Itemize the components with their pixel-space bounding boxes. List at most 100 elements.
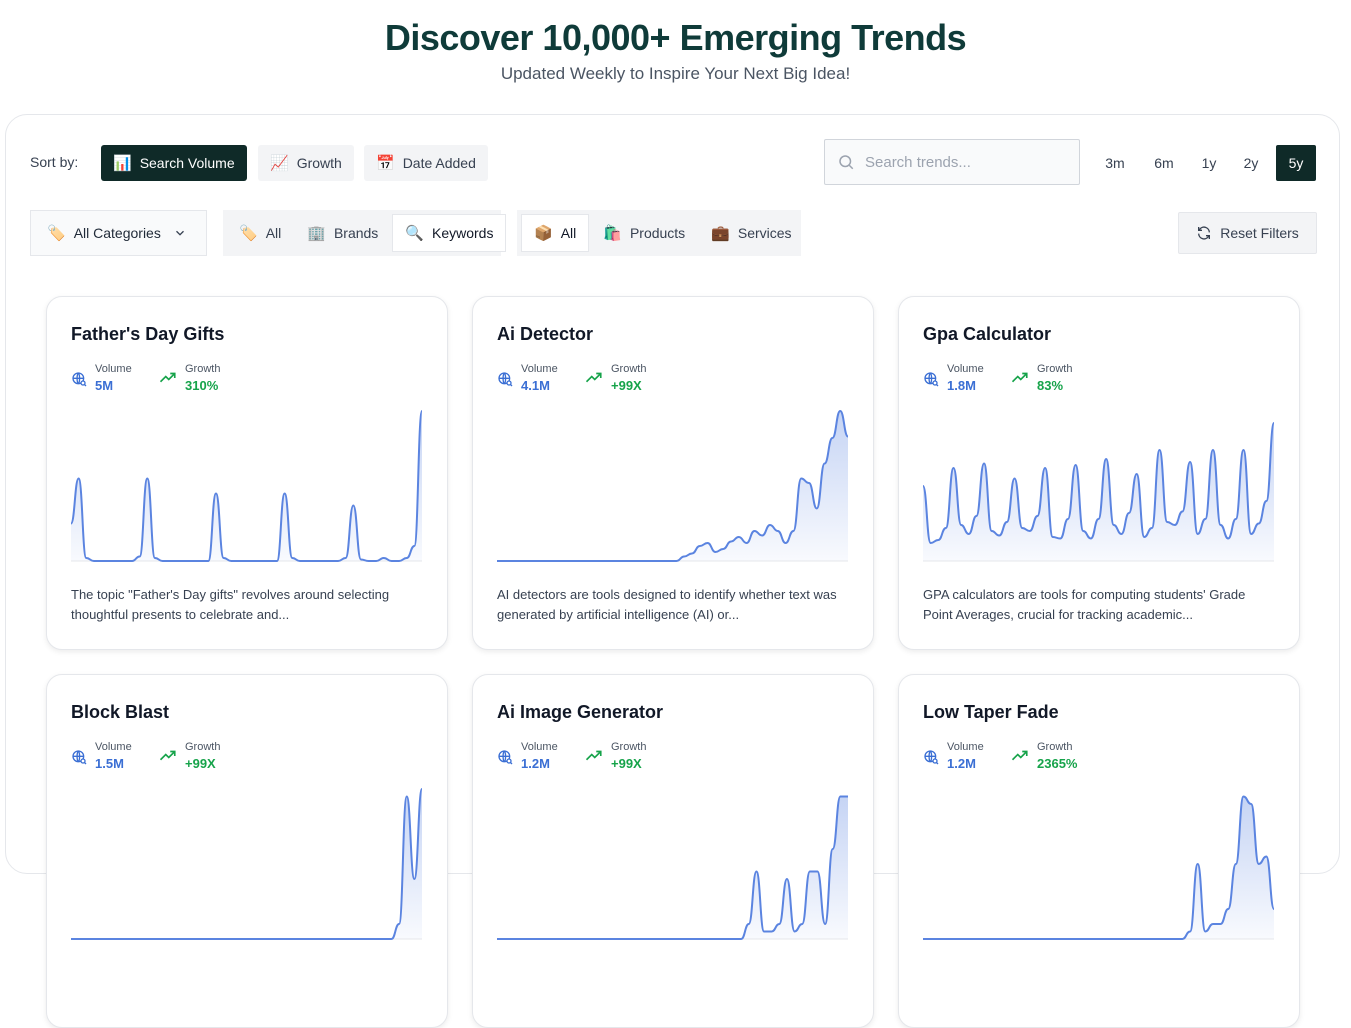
growth-label: Growth bbox=[1037, 741, 1073, 753]
search-input[interactable] bbox=[865, 153, 1065, 171]
range-3m-button[interactable]: 3m bbox=[1105, 155, 1125, 171]
sparkline-area bbox=[923, 423, 1274, 561]
trending-up-icon bbox=[159, 750, 176, 761]
sort-option-label: Growth bbox=[296, 155, 342, 171]
trend-card[interactable]: Father's Day Gifts Volume 5M Growth 310%… bbox=[46, 296, 448, 650]
range-1y-button[interactable]: 1y bbox=[1201, 155, 1217, 171]
volume-metric: Volume 1.2M bbox=[497, 741, 558, 771]
sparkline-line bbox=[923, 795, 1275, 940]
sort-search-volume-button[interactable]: 📊 Search Volume bbox=[101, 145, 247, 181]
card-title: Low Taper Fade bbox=[923, 702, 1059, 722]
sparkline-area bbox=[71, 411, 422, 561]
sort-date-added-button[interactable]: 📅 Date Added bbox=[364, 145, 488, 181]
trends-panel: Sort by: 📊 Search Volume 📈 Growth 📅 Date… bbox=[5, 114, 1340, 1028]
bar-chart-icon: 📊 bbox=[113, 155, 132, 172]
kind-products-option[interactable]: 🛍️ Products bbox=[591, 214, 697, 252]
trend-card[interactable]: Ai Detector Volume 4.1M Growth +99X AI d… bbox=[472, 296, 874, 650]
volume-metric: Volume 5M bbox=[71, 363, 132, 393]
range-5y-button[interactable]: 5y bbox=[1276, 145, 1316, 181]
volume-value: 1.2M bbox=[521, 756, 550, 771]
tag-icon: 🏷️ bbox=[239, 225, 258, 242]
volume-label: Volume bbox=[95, 363, 132, 375]
kind-all-option[interactable]: 📦 All bbox=[521, 214, 590, 252]
card-description: The topic "Father's Day gifts" revolves … bbox=[71, 587, 390, 622]
trend-card[interactable]: Gpa Calculator Volume 1.8M Growth 83% GP… bbox=[898, 296, 1300, 650]
hero: Discover 10,000+ Emerging Trends Updated… bbox=[0, 0, 1351, 114]
growth-label: Growth bbox=[611, 741, 647, 753]
growth-label: Growth bbox=[611, 363, 647, 375]
chevron-down-icon bbox=[175, 230, 184, 236]
reset-filters-button[interactable]: Reset Filters bbox=[1178, 212, 1317, 254]
volume-label: Volume bbox=[521, 363, 558, 375]
sort-option-label: Search Volume bbox=[139, 155, 235, 171]
card-description: GPA calculators are tools for computing … bbox=[923, 587, 1246, 622]
kind-option-label: Products bbox=[629, 225, 686, 241]
kind-services-option[interactable]: 💼 Services bbox=[699, 214, 803, 252]
range-2y-button[interactable]: 2y bbox=[1243, 155, 1259, 171]
volume-value: 1.2M bbox=[947, 756, 976, 771]
trending-up-icon bbox=[1011, 750, 1028, 761]
range-6m-button[interactable]: 6m bbox=[1154, 155, 1174, 171]
sparkline-area bbox=[497, 411, 848, 561]
trend-sparkline-chart bbox=[923, 422, 1275, 562]
volume-label: Volume bbox=[947, 741, 984, 753]
growth-value: +99X bbox=[611, 756, 642, 771]
filter-row: 🏷️ All Categories 🏷️ All 🏢 Brands 🔍 Keyw… bbox=[30, 210, 1317, 256]
search-box[interactable] bbox=[824, 139, 1080, 185]
building-icon: 🏢 bbox=[307, 225, 326, 242]
volume-value: 1.8M bbox=[947, 378, 976, 393]
growth-metric: Growth 2365% bbox=[1011, 741, 1077, 771]
trend-card[interactable]: Low Taper Fade Volume 1.2M Growth 2365% bbox=[898, 674, 1300, 1028]
trend-card[interactable]: Block Blast Volume 1.5M Growth +99X bbox=[46, 674, 448, 1028]
globe-search-icon bbox=[924, 750, 939, 765]
growth-metric: Growth 310% bbox=[159, 363, 220, 393]
growth-value: 2365% bbox=[1037, 756, 1078, 771]
page-subtitle: Updated Weekly to Inspire Your Next Big … bbox=[500, 64, 851, 83]
growth-metric: Growth +99X bbox=[585, 363, 646, 393]
trend-sparkline-chart bbox=[923, 795, 1275, 940]
volume-label: Volume bbox=[95, 741, 132, 753]
growth-value: +99X bbox=[611, 378, 642, 393]
trending-up-icon bbox=[585, 372, 602, 383]
package-icon: 📦 bbox=[534, 225, 553, 242]
card-title: Father's Day Gifts bbox=[71, 324, 225, 344]
category-dropdown[interactable]: 🏷️ All Categories bbox=[30, 210, 207, 256]
trend-card[interactable]: Ai Image Generator Volume 1.2M Growth +9… bbox=[472, 674, 874, 1028]
card-title: Ai Detector bbox=[497, 324, 594, 344]
growth-label: Growth bbox=[1037, 363, 1073, 375]
kind-option-label: Services bbox=[737, 225, 792, 241]
growth-value: 310% bbox=[185, 378, 219, 393]
type-keywords-option[interactable]: 🔍 Keywords bbox=[392, 214, 507, 252]
globe-search-icon bbox=[924, 372, 939, 387]
reset-filters-label: Reset Filters bbox=[1220, 225, 1299, 241]
growth-value: 83% bbox=[1037, 378, 1064, 393]
category-dropdown-label: All Categories bbox=[73, 225, 161, 241]
sparkline-line bbox=[71, 410, 423, 562]
type-brands-option[interactable]: 🏢 Brands bbox=[295, 214, 390, 252]
growth-label: Growth bbox=[185, 363, 221, 375]
volume-value: 4.1M bbox=[521, 378, 550, 393]
growth-metric: Growth +99X bbox=[585, 741, 646, 771]
sort-growth-button[interactable]: 📈 Growth bbox=[258, 145, 354, 181]
sort-option-label: Date Added bbox=[402, 155, 476, 171]
sort-label: Sort by: bbox=[30, 154, 79, 170]
trending-up-icon bbox=[159, 372, 176, 383]
volume-metric: Volume 4.1M bbox=[497, 363, 558, 393]
card-description: AI detectors are tools designed to ident… bbox=[497, 587, 837, 622]
growth-label: Growth bbox=[185, 741, 221, 753]
tag-icon: 🏷️ bbox=[47, 225, 66, 242]
trend-sparkline-chart bbox=[71, 410, 423, 562]
type-all-option[interactable]: 🏷️ All bbox=[227, 214, 293, 252]
volume-label: Volume bbox=[947, 363, 984, 375]
sparkline-area bbox=[497, 796, 848, 939]
type-option-label: Brands bbox=[333, 225, 379, 241]
briefcase-icon: 💼 bbox=[711, 225, 730, 242]
type-option-label: Keywords bbox=[431, 225, 494, 241]
globe-search-icon bbox=[72, 372, 87, 387]
refresh-icon bbox=[1198, 226, 1211, 240]
trend-sparkline-chart bbox=[497, 409, 849, 562]
sparkline-area bbox=[71, 789, 422, 939]
card-title: Ai Image Generator bbox=[497, 702, 664, 722]
card-title: Block Blast bbox=[71, 702, 170, 722]
volume-value: 5M bbox=[95, 378, 114, 393]
